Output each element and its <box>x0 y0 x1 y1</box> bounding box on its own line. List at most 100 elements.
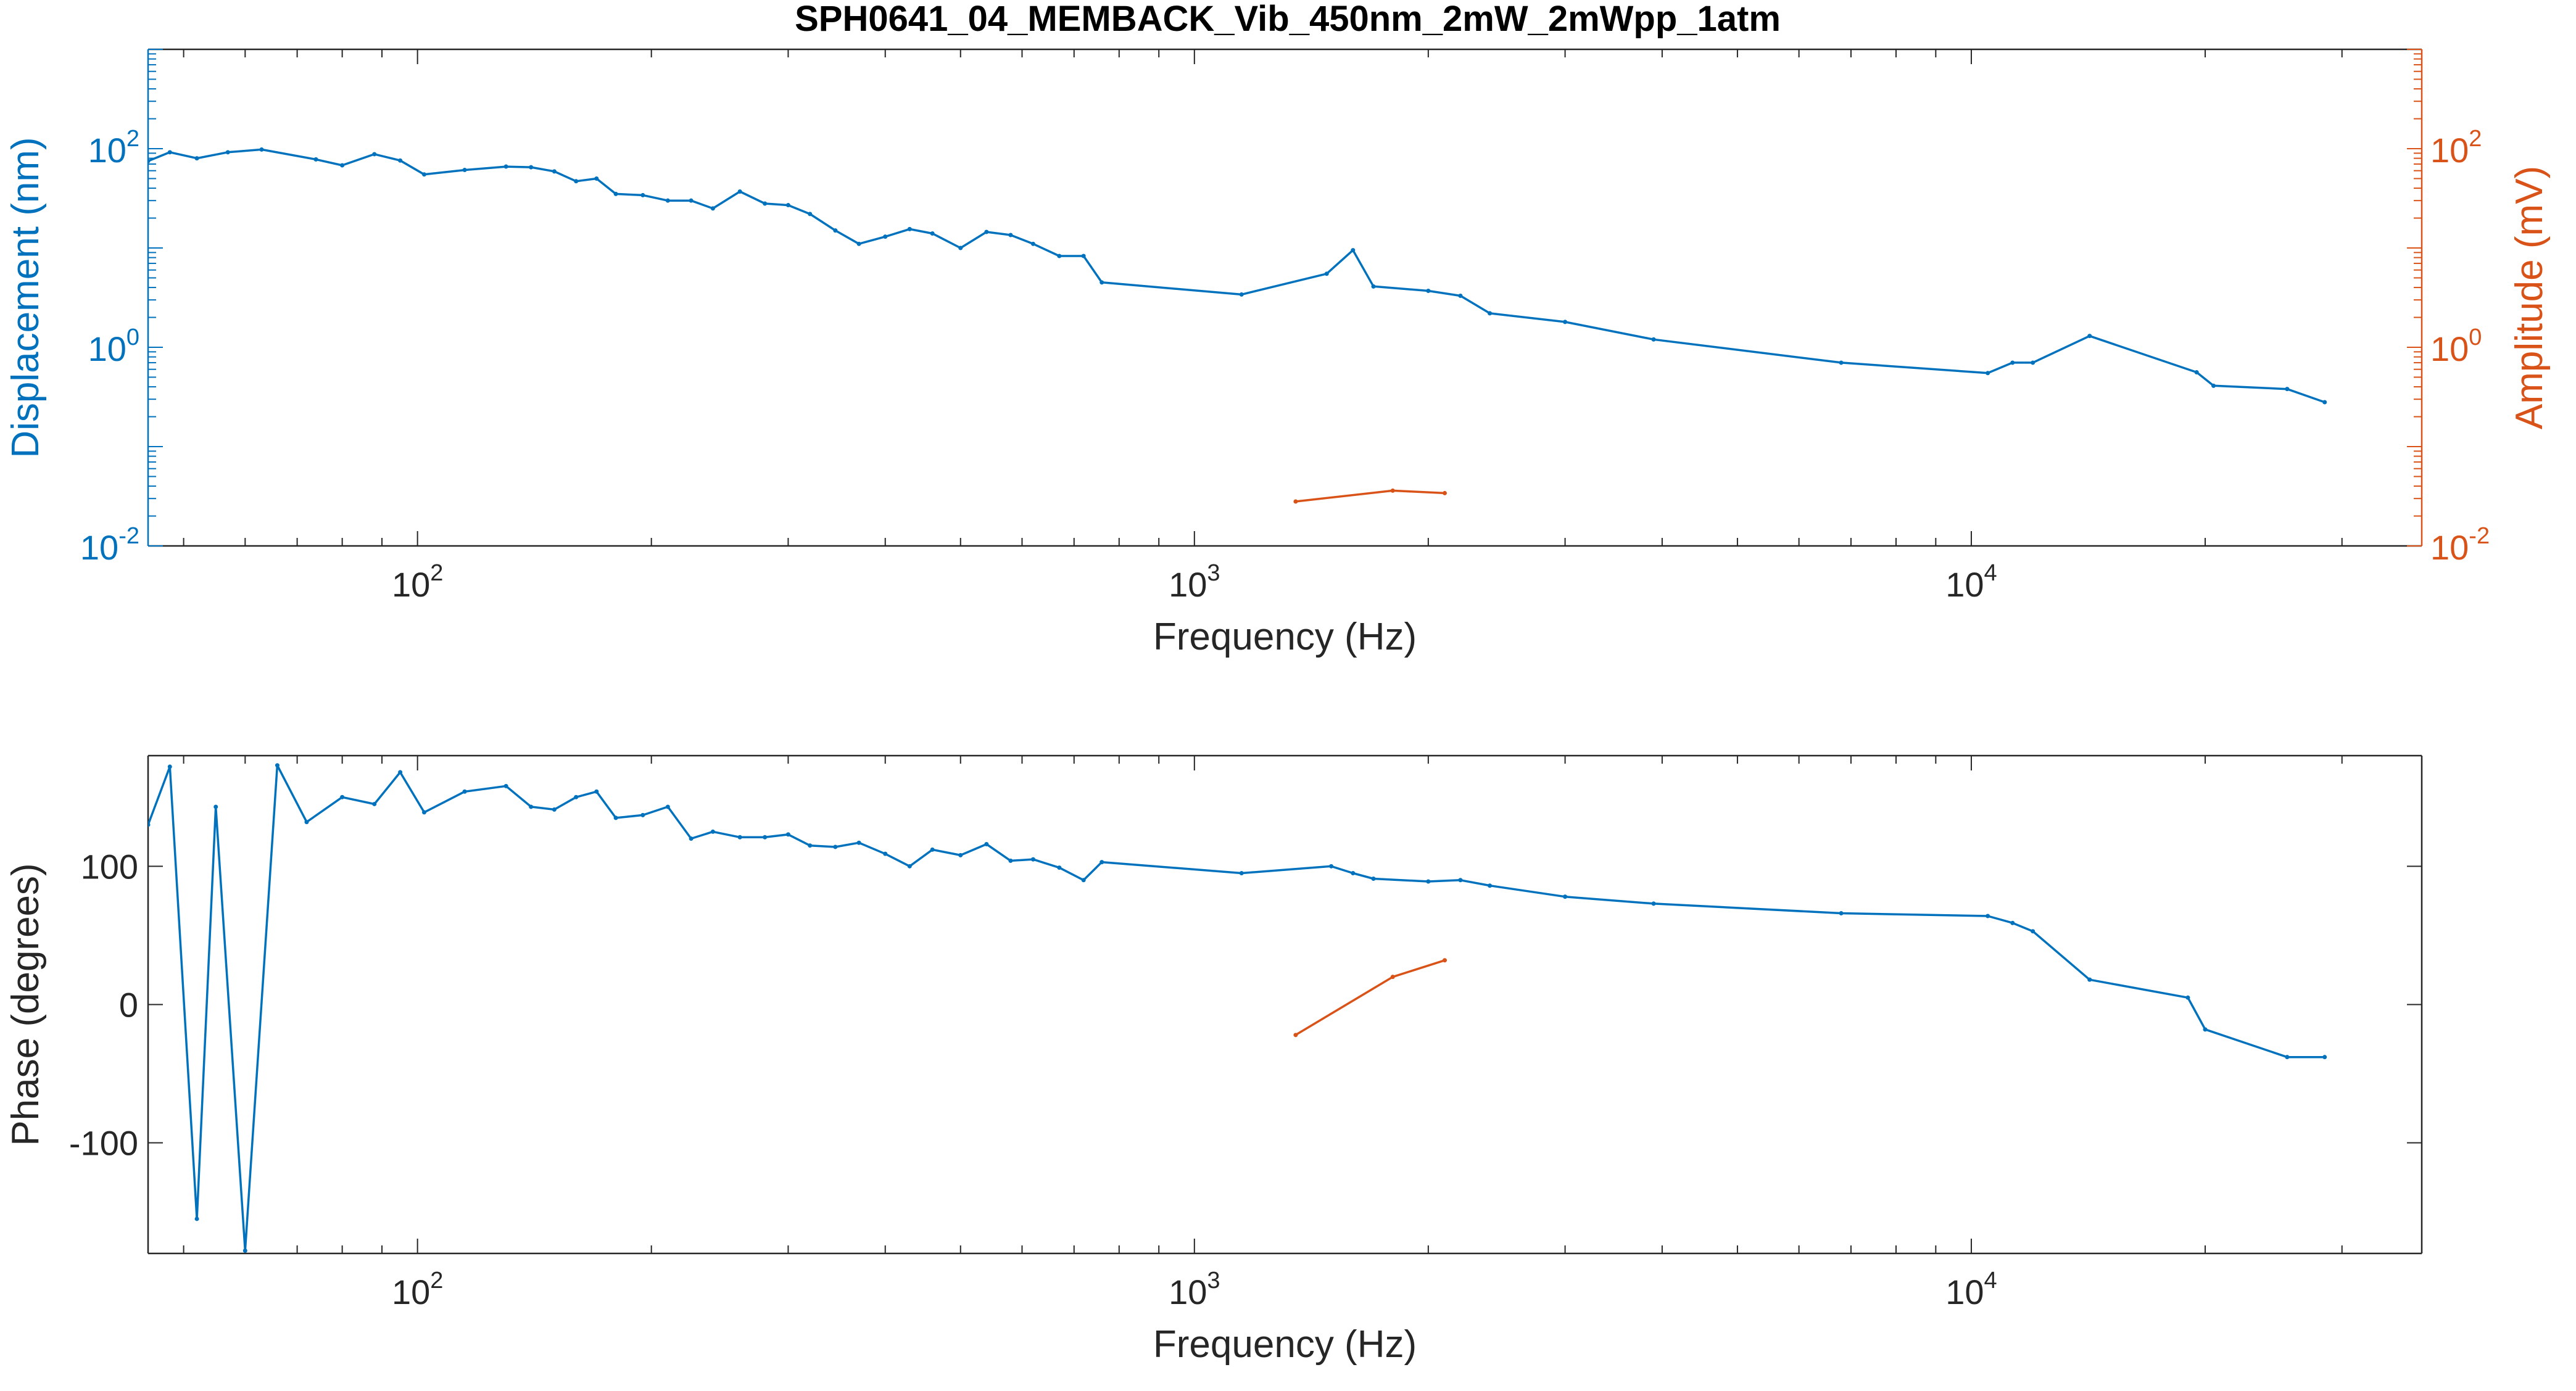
series-0 <box>148 763 2327 1253</box>
data-point <box>225 150 230 155</box>
data-point <box>785 832 790 837</box>
data-point <box>259 147 264 152</box>
data-point <box>529 165 534 170</box>
data-point <box>552 807 557 812</box>
x-tick-label: 103 <box>1169 560 1220 604</box>
y-tick-label: 100 <box>88 324 139 368</box>
data-point <box>1839 360 1844 365</box>
data-point <box>574 795 579 799</box>
data-point <box>2087 334 2092 339</box>
data-point <box>1057 254 1062 258</box>
data-point <box>148 822 151 827</box>
data-point <box>1390 488 1395 493</box>
data-point <box>1488 883 1493 888</box>
data-point <box>340 163 345 168</box>
data-point <box>785 203 790 208</box>
data-point <box>763 835 768 840</box>
data-point <box>640 812 645 817</box>
y-axis-label: Phase (degrees) <box>4 863 47 1145</box>
data-point <box>984 229 989 234</box>
y-tick-label: 0 <box>119 986 138 1025</box>
data-point <box>1239 292 1244 297</box>
data-point <box>883 851 888 856</box>
data-point <box>1651 901 1656 906</box>
data-point <box>398 770 403 775</box>
data-point <box>503 164 508 169</box>
y-tick-label: 100 <box>81 847 138 886</box>
series-1 <box>1293 488 1447 504</box>
data-point <box>242 1249 247 1253</box>
data-point <box>1426 289 1431 294</box>
data-point <box>2185 995 2190 1000</box>
data-point <box>1100 280 1104 285</box>
data-point <box>421 172 426 177</box>
data-point <box>833 228 838 233</box>
data-point <box>1030 857 1035 862</box>
data-point <box>372 801 377 806</box>
data-point <box>883 234 888 239</box>
data-point <box>710 829 715 834</box>
data-point <box>1324 271 1329 276</box>
data-point <box>1458 294 1463 299</box>
data-point <box>2285 387 2290 392</box>
data-point <box>930 231 935 236</box>
x-tick-label: 104 <box>1945 1268 1997 1311</box>
data-point <box>2203 1027 2208 1032</box>
data-point <box>763 201 768 206</box>
data-point <box>462 789 467 794</box>
data-point <box>958 852 963 857</box>
x-tick-label: 102 <box>392 1268 443 1311</box>
data-point <box>689 198 694 203</box>
data-point <box>529 804 534 809</box>
data-point <box>2194 370 2199 375</box>
data-point <box>1371 284 1376 289</box>
data-point <box>1081 254 1086 258</box>
x-tick-label: 104 <box>1945 560 1997 604</box>
data-point <box>2322 400 2327 405</box>
data-point <box>503 783 508 788</box>
data-point <box>1488 311 1493 316</box>
data-point <box>304 820 309 825</box>
y-tick-label: -100 <box>69 1124 138 1163</box>
x-tick-label: 102 <box>392 560 443 604</box>
data-point <box>340 795 345 799</box>
data-point <box>2010 920 2015 925</box>
data-point <box>594 789 599 794</box>
data-point <box>1458 878 1463 883</box>
data-point <box>594 176 599 181</box>
y-tick-label: 102 <box>88 126 139 170</box>
data-point <box>833 844 838 849</box>
data-point <box>1986 914 1990 918</box>
data-point <box>194 156 199 161</box>
data-point <box>856 241 861 246</box>
data-point <box>1986 371 1990 376</box>
data-point <box>1443 958 1447 963</box>
data-point <box>640 192 645 197</box>
data-point <box>398 158 403 163</box>
data-point <box>275 763 280 768</box>
y-axis-label: Displacement (nm) <box>4 137 47 458</box>
data-point <box>958 246 963 250</box>
data-point <box>167 764 172 769</box>
data-point <box>1100 860 1104 865</box>
data-point <box>552 169 557 174</box>
data-point <box>574 179 579 184</box>
data-point <box>1293 1033 1298 1038</box>
y2-tick-label: 10-2 <box>2430 523 2490 567</box>
x-tick-label: 103 <box>1169 1268 1220 1311</box>
data-point <box>907 864 912 869</box>
data-point <box>1008 858 1013 863</box>
data-point <box>213 804 218 809</box>
data-point <box>2031 929 2036 934</box>
data-point <box>2031 360 2036 365</box>
data-point <box>1081 878 1086 883</box>
data-point <box>665 804 670 809</box>
data-point <box>737 189 742 194</box>
data-point <box>462 168 467 173</box>
data-point <box>148 159 151 163</box>
x-axis-label: Frequency (Hz) <box>1153 616 1417 658</box>
data-point <box>1293 499 1298 504</box>
data-point <box>808 843 813 848</box>
data-point <box>421 810 426 815</box>
